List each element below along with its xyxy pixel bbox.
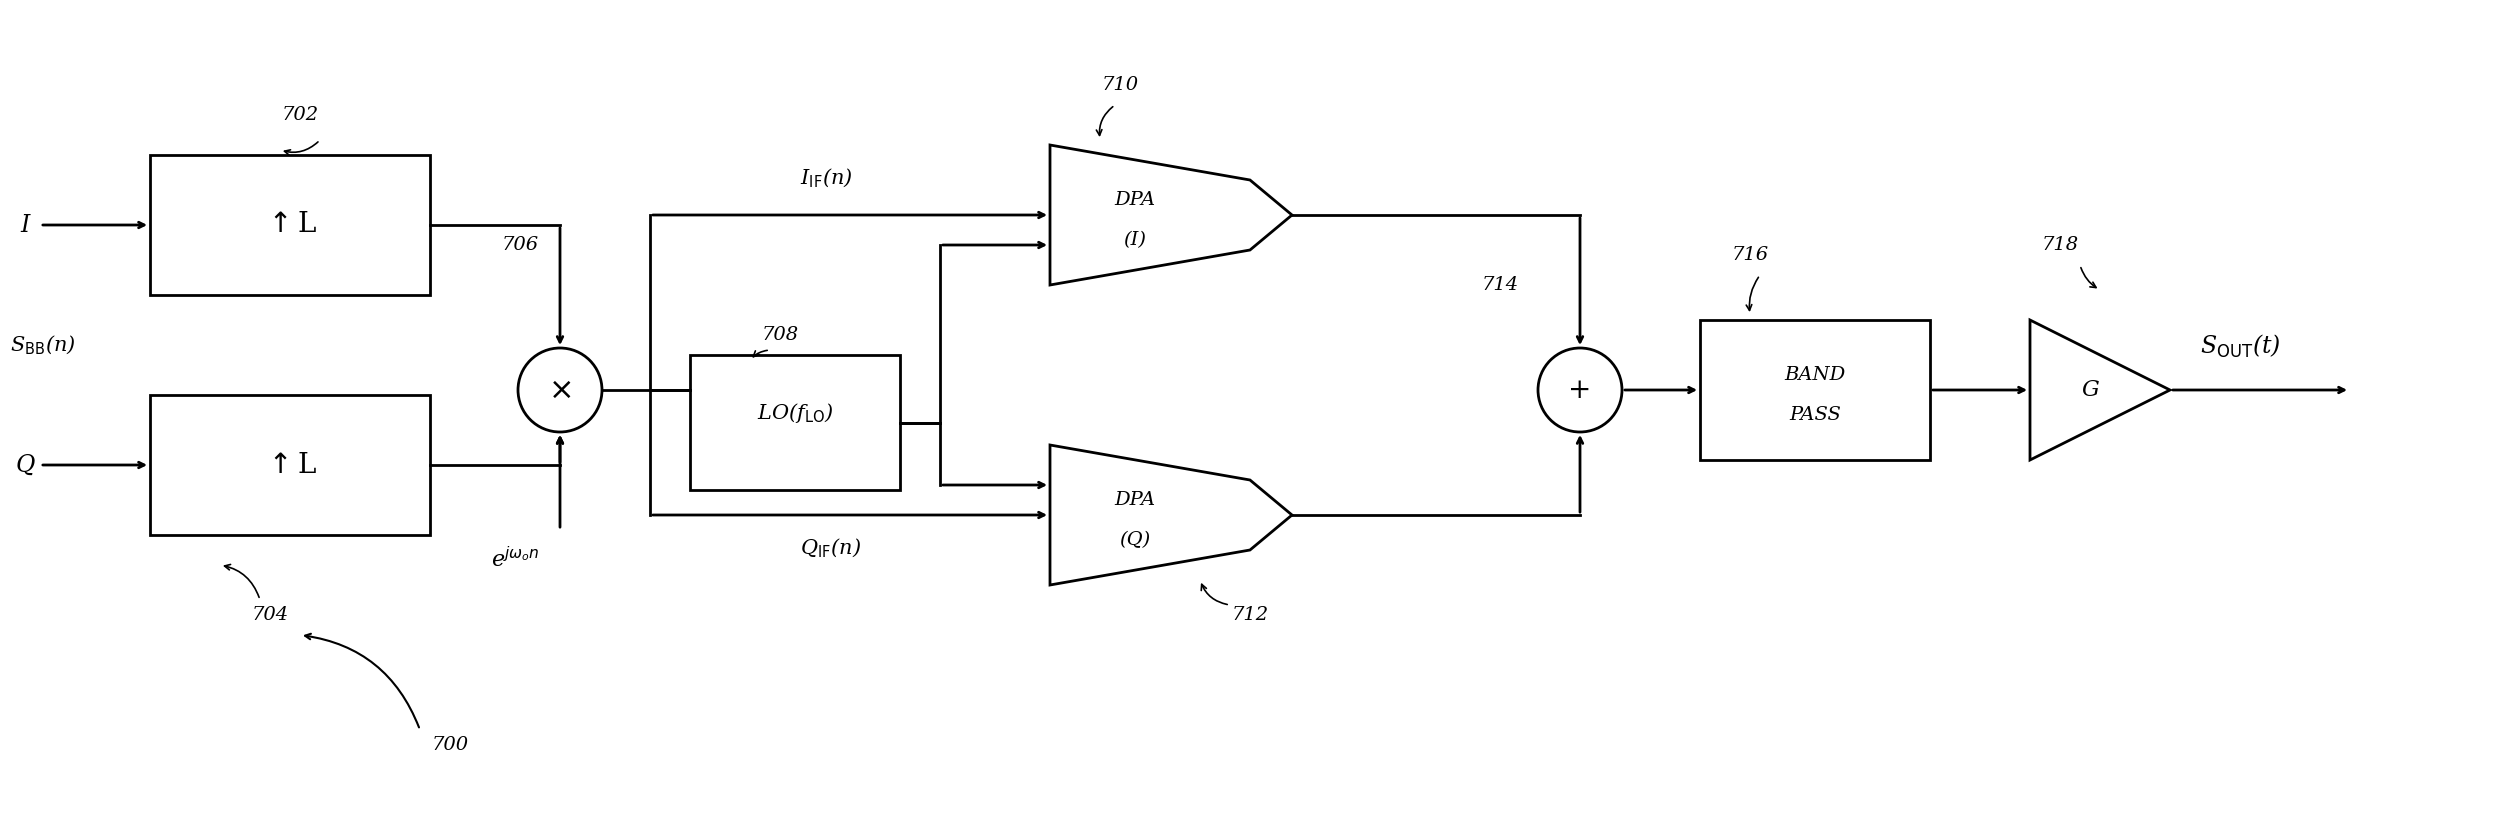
Text: 710: 710 [1101,76,1138,94]
Text: PASS: PASS [1789,406,1842,424]
Text: +: + [1568,377,1591,403]
Text: 700: 700 [432,736,467,754]
FancyBboxPatch shape [151,155,430,295]
Text: Q: Q [15,453,35,477]
Text: BAND: BAND [1784,366,1845,384]
Text: S$_{\rm BB}$(n): S$_{\rm BB}$(n) [10,333,75,357]
Text: I$_{\rm IF}$(n): I$_{\rm IF}$(n) [799,167,852,190]
Polygon shape [1050,145,1292,285]
Circle shape [518,348,603,432]
Text: 712: 712 [1231,606,1269,624]
Circle shape [1538,348,1621,432]
Text: G: G [2081,379,2098,401]
Text: $\times$: $\times$ [548,375,570,406]
Polygon shape [2031,320,2171,460]
Text: e$^{j\omega_o n}$: e$^{j\omega_o n}$ [490,548,540,573]
Text: 718: 718 [2041,236,2078,254]
FancyBboxPatch shape [691,355,900,490]
Text: $\uparrow$L: $\uparrow$L [264,452,317,478]
Text: 716: 716 [1731,246,1769,264]
Text: S$_{\rm OUT}$(t): S$_{\rm OUT}$(t) [2199,333,2282,360]
Text: LO(f$_{\rm LO}$): LO(f$_{\rm LO}$) [756,400,834,425]
Text: I: I [20,214,30,236]
Text: 708: 708 [761,326,799,344]
Text: DPA: DPA [1113,191,1156,209]
FancyBboxPatch shape [1699,320,1930,460]
Text: DPA: DPA [1113,491,1156,509]
Text: $\uparrow$L: $\uparrow$L [264,212,317,239]
Text: 706: 706 [503,236,538,254]
Text: 714: 714 [1483,276,1518,294]
Polygon shape [1050,445,1292,585]
Text: (I): (I) [1123,231,1146,249]
Text: 704: 704 [251,606,289,624]
Text: Q$_{\rm IF}$(n): Q$_{\rm IF}$(n) [799,537,862,560]
Text: (Q): (Q) [1118,531,1151,549]
FancyBboxPatch shape [151,395,430,535]
Text: 702: 702 [281,106,319,124]
